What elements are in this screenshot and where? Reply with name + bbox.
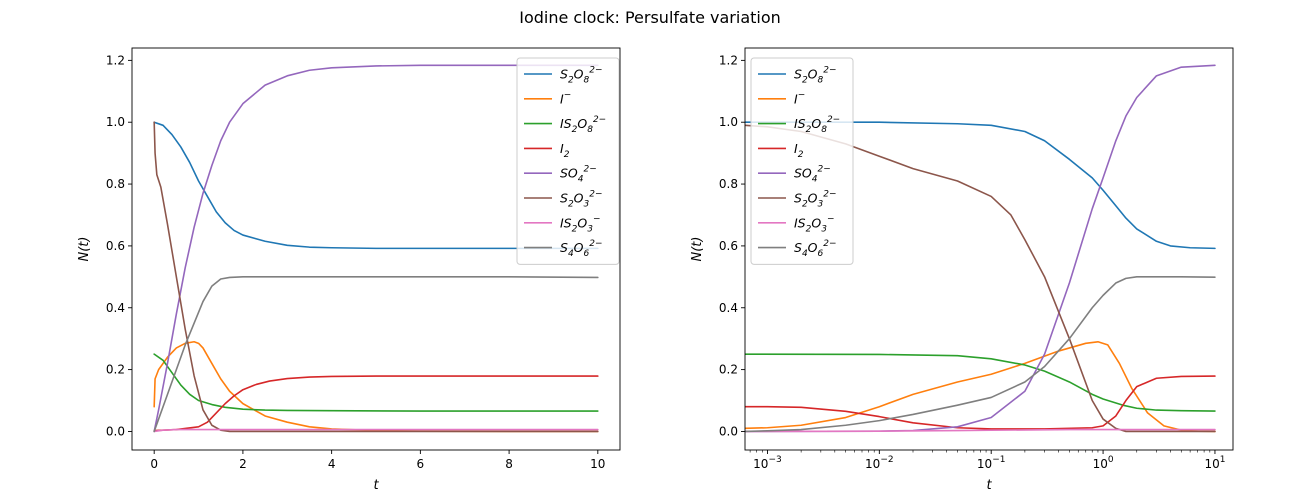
y-tick-label: 1.2	[719, 53, 738, 67]
x-axis-label: t	[373, 478, 379, 493]
series-line-IS2O3--	[745, 428, 1216, 433]
series-line-S4O6-2-	[153, 276, 599, 433]
y-tick-label: 1.2	[106, 53, 125, 67]
legend: S2O82− I− IS2O82− I2 SO42− S2O32− IS2O3− S4O62−	[750, 57, 854, 265]
legend-entry: IS2O3−	[794, 214, 834, 234]
legend-entry: S2O82−	[560, 66, 603, 86]
series-line-S2O8-2-	[745, 121, 1216, 250]
y-axis-label: N(t)	[77, 237, 92, 262]
series-line-S4O6-2-	[745, 276, 1216, 433]
x-tick-label: 6	[417, 457, 425, 471]
x-tick-label: 101	[1204, 455, 1225, 471]
series-line-I2	[153, 375, 599, 432]
x-axis-label: t	[986, 478, 992, 493]
series-line-IS2O3--	[153, 428, 599, 433]
figure-title: Iodine clock: Persulfate variation	[519, 8, 781, 27]
legend: S2O82− I− IS2O82− I2 SO42− S2O32− IS2O3− S4O62−	[516, 57, 620, 265]
series-line-I2	[745, 375, 1216, 430]
legend-entry: S2O32−	[794, 190, 837, 210]
legend-entry: S2O32−	[560, 190, 603, 210]
y-tick-label: 0.4	[106, 301, 125, 315]
legend-entry: I−	[560, 90, 571, 106]
legend-box	[750, 57, 854, 265]
legend-box	[516, 57, 620, 265]
y-tick-label: 0.6	[106, 239, 125, 253]
x-tick-label: 0	[150, 457, 158, 471]
left-plot-linear: 0.0 0.2 0.4 0.6 0.8 1.0 1.2 0 2 4 6 8 10 t N(t) S2O82− I…	[77, 47, 621, 493]
y-tick-label: 0.0	[719, 424, 738, 438]
x-tick-label: 8	[505, 457, 513, 471]
y-tick-label: 1.0	[719, 115, 738, 129]
series-line-I--	[153, 340, 599, 433]
legend-entry: I−	[794, 90, 805, 106]
legend-entry: S4O62−	[794, 239, 837, 259]
series-line-S2O8-2-	[153, 121, 599, 250]
y-tick-label: 0.8	[106, 177, 125, 191]
x-tick-label: 2	[239, 457, 247, 471]
x-tick-label: 100	[1093, 455, 1114, 471]
x-tick-label: 10−2	[865, 455, 894, 471]
series-line-S2O3-2-	[153, 121, 599, 433]
plot-frame	[131, 47, 621, 451]
y-tick-label: 0.4	[719, 301, 738, 315]
x-tick-label: 10	[590, 457, 605, 471]
y-tick-label: 0.2	[106, 363, 125, 377]
legend-entry: SO42−	[560, 165, 597, 185]
legend-entry: SO42−	[794, 165, 831, 185]
legend-entry: IS2O82−	[794, 115, 840, 135]
y-tick-label: 0.0	[106, 424, 125, 438]
legend-entry: S4O62−	[560, 239, 603, 259]
y-tick-label: 0.6	[719, 239, 738, 253]
legend-entry: I2	[560, 141, 570, 160]
plot-frame	[744, 47, 1234, 451]
y-tick-label: 1.0	[106, 115, 125, 129]
legend-entry: IS2O82−	[560, 115, 606, 135]
series-line-SO4-2-	[153, 64, 599, 433]
legend-entry: S2O82−	[794, 66, 837, 86]
series-line-IS2O8-2-	[153, 353, 599, 412]
y-axis-label: N(t)	[690, 237, 705, 262]
right-plot-log: 0.0 0.2 0.4 0.6 0.8 1.0 1.2 10−3 10−2 10−1 100 101 t…	[690, 47, 1234, 493]
series-line-SO4-2-	[745, 64, 1216, 433]
y-tick-label: 0.8	[719, 177, 738, 191]
x-tick-label: 4	[328, 457, 336, 471]
series-line-I--	[745, 340, 1216, 433]
legend-entry: IS2O3−	[560, 214, 600, 234]
y-tick-label: 0.2	[719, 363, 738, 377]
x-tick-label: 10−3	[753, 455, 782, 471]
x-tick-label: 10−1	[977, 455, 1006, 471]
series-line-IS2O8-2-	[745, 353, 1216, 412]
series-group	[153, 64, 599, 433]
legend-entry: I2	[794, 141, 804, 160]
series-group	[745, 64, 1216, 433]
